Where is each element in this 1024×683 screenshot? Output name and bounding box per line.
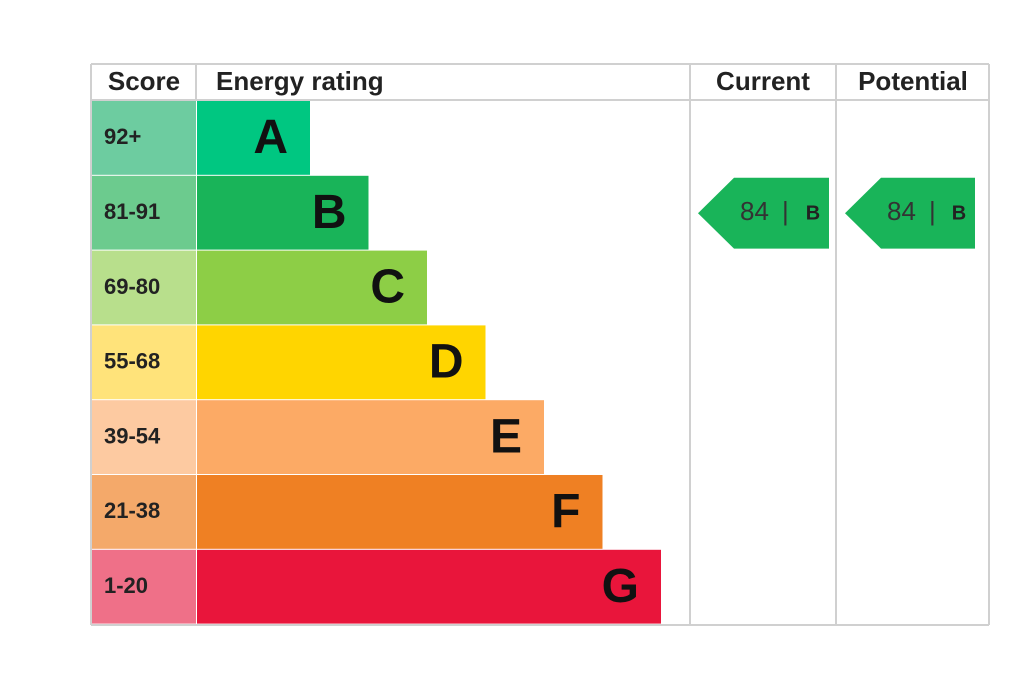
score-cell [92,325,196,400]
rating-bar [197,175,369,250]
potential-separator: | [929,196,936,226]
potential-value: 84 [887,196,916,226]
rating-letter: D [429,335,464,388]
rating-letter: C [370,261,405,314]
rating-letter: G [602,560,639,613]
header-score: Score [108,66,180,96]
rating-bar [197,250,427,325]
rating-letter: A [253,111,288,164]
score-cell [92,475,196,549]
score-label: 39-54 [104,423,161,448]
rating-letter: E [490,410,522,463]
rating-letter: F [551,485,580,538]
current-arrow [698,177,829,249]
score-cell [92,250,196,325]
rating-bar [197,475,603,549]
score-label: 92+ [104,124,141,149]
rating-bar [197,101,310,175]
score-label: 55-68 [104,349,160,374]
rating-bar [197,549,661,624]
rating-bar [197,400,544,474]
rating-letter: B [312,186,347,239]
score-cell [92,549,196,624]
rating-bar [197,325,486,400]
score-cell [92,400,196,474]
score-label: 21-38 [104,498,160,523]
score-label: 81-91 [104,199,160,224]
current-separator: | [782,196,789,226]
score-cell [92,101,196,175]
potential-letter: B [952,202,966,224]
current-letter: B [806,202,820,224]
score-cell [92,175,196,250]
score-label: 69-80 [104,274,160,299]
potential-arrow [845,177,975,249]
score-label: 1-20 [104,573,148,598]
header-current: Current [716,66,810,96]
header-rating: Energy rating [216,66,384,96]
header-potential: Potential [858,66,968,96]
current-value: 84 [740,196,769,226]
